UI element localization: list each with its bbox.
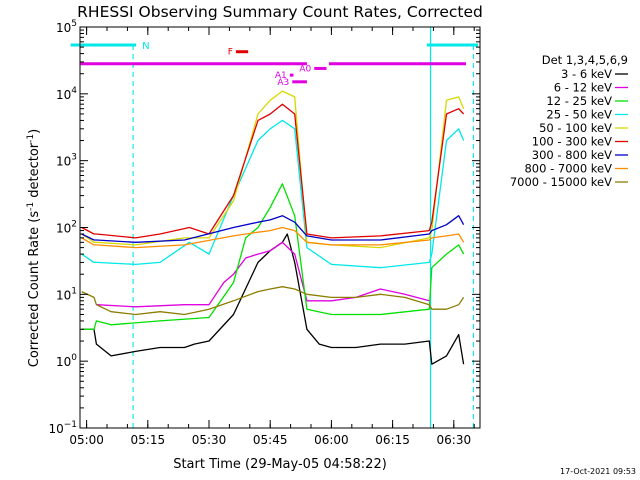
series-line-2 (96, 241, 430, 308)
flag-label-a1: A1 (275, 71, 287, 81)
y-tick-label: 10−1 (48, 420, 77, 436)
legend-label-3: 12 - 25 keV (546, 94, 612, 108)
series-line-1 (81, 233, 465, 365)
y-tick-label: 103 (56, 153, 77, 169)
mode-label-n: N (142, 41, 149, 52)
legend-title: Det 1,3,4,5,6,9 (542, 53, 628, 67)
legend-label-6: 100 - 300 keV (532, 135, 612, 149)
legend-label-2: 6 - 12 keV (554, 81, 612, 95)
x-tick-label: 06:30 (437, 433, 472, 447)
flag-label-f: F (228, 48, 233, 58)
legend-label-4: 25 - 50 keV (546, 108, 612, 122)
x-tick-label: 06:15 (375, 433, 410, 447)
legend-label-9: 7000 - 15000 keV (510, 175, 612, 189)
y-tick-label: 102 (56, 220, 77, 236)
axes: 10−1 100 101 102 103 104 105 05:00 05:15 05:30 05:… (48, 19, 481, 447)
series-line-5 (81, 90, 465, 249)
series-line-8 (81, 226, 465, 249)
y-tick-label: 104 (56, 86, 77, 102)
legend-label-5: 50 - 100 keV (539, 121, 612, 135)
legend-label-8: 800 - 7000 keV (524, 162, 612, 176)
x-axis-label: Start Time (29-May-05 04:58:22) (173, 457, 387, 472)
chart-title: RHESSI Observing Summary Count Rates, Co… (77, 3, 483, 21)
x-tick-label: 05:15 (131, 433, 166, 447)
footer-date: 17-Oct-2021 09:53 (560, 467, 636, 476)
legend-label-7: 300 - 800 keV (532, 148, 612, 162)
x-tick-label: 05:00 (69, 433, 104, 447)
series-line-3 (81, 183, 465, 330)
series-line-7 (81, 215, 465, 243)
series-line-9 (81, 286, 465, 316)
flag-label-a3: A3 (277, 78, 289, 88)
x-tick-label: 05:45 (253, 433, 288, 447)
y-tick-label: 100 (56, 353, 77, 369)
y-axis-label: Corrected Count Rate (s-1 detector-1) (26, 129, 42, 367)
y-tick-label: 101 (56, 286, 77, 302)
legend-label-1: 3 - 6 keV (561, 67, 612, 81)
series-line-4 (81, 119, 465, 269)
series-line-6 (81, 103, 465, 239)
x-tick-label: 05:30 (192, 433, 227, 447)
flag-label-a0: A0 (299, 64, 311, 74)
x-tick-label: 06:00 (314, 433, 349, 447)
y-tick-label: 105 (56, 19, 77, 35)
